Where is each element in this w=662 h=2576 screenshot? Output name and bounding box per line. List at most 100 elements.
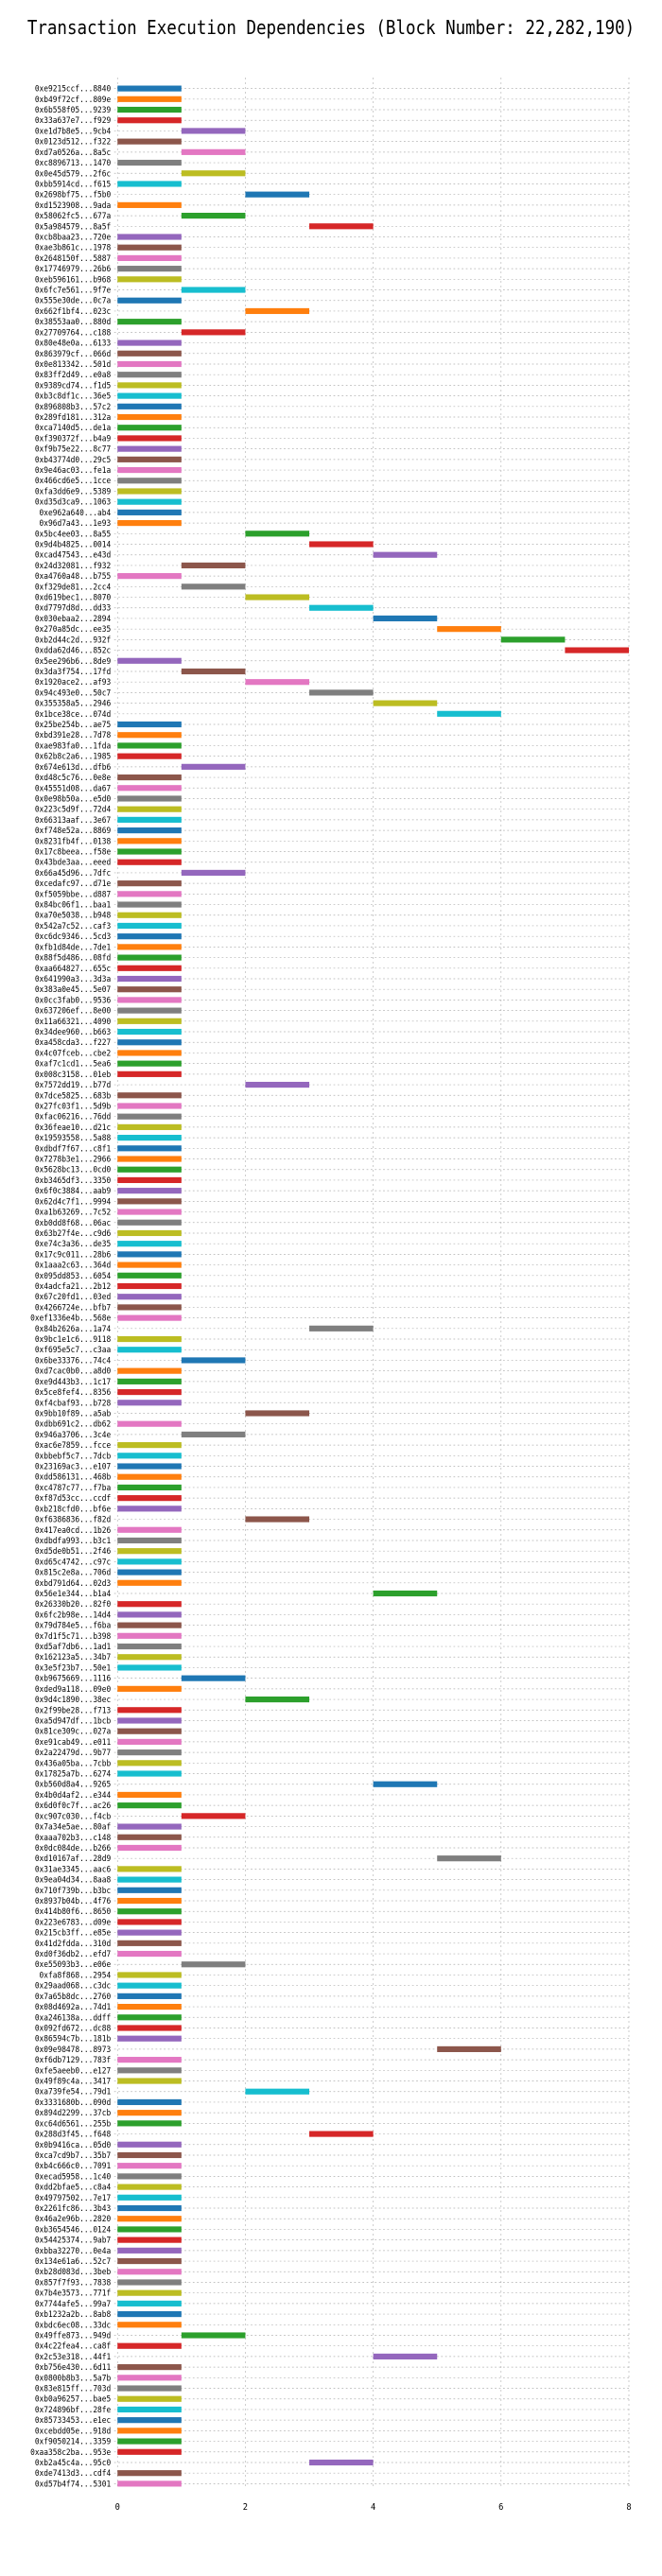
y-tick-label: 0x38553aa0...880d xyxy=(35,317,111,327)
bar xyxy=(117,1241,182,1247)
bar xyxy=(117,1442,182,1449)
y-tick-label: 0xac6e7859...fcce xyxy=(35,1440,111,1451)
y-tick-label: 0xb0dd8f68...06ac xyxy=(35,1217,111,1227)
y-tick-label: 0xeb596161...b968 xyxy=(35,274,111,285)
y-tick-label: 0x7b4e3573...771f xyxy=(35,2288,111,2298)
bar xyxy=(117,816,182,823)
bar xyxy=(117,2110,182,2116)
bar xyxy=(117,2375,182,2381)
bar xyxy=(245,2088,310,2095)
bar xyxy=(117,392,182,399)
bar xyxy=(117,1484,182,1491)
bar xyxy=(117,2311,182,2318)
y-tick-label: 0xb9675669...1116 xyxy=(35,1673,111,1683)
y-tick-label: 0xe74c3a36...de35 xyxy=(35,1239,111,1249)
y-tick-label: 0x34dee960...b663 xyxy=(35,1027,111,1037)
y-tick-label: 0x6be33376...74c4 xyxy=(35,1355,111,1366)
y-tick-label: 0x896808b3...57c2 xyxy=(35,401,111,411)
y-tick-label: 0x0e98b50a...e5d0 xyxy=(35,793,111,804)
bar xyxy=(117,2406,182,2413)
y-tick-label: 0x8937b04b...4f76 xyxy=(35,1895,111,1906)
y-tick-label: 0x7278b3e1...2966 xyxy=(35,1154,111,1164)
bar xyxy=(117,266,182,272)
y-tick-label: 0xef1336e4b...568e xyxy=(30,1313,111,1323)
y-tick-label: 0xb43774d0...29c5 xyxy=(35,454,111,464)
y-tick-label: 0x08d4692a...74d1 xyxy=(35,2002,111,2012)
bar xyxy=(117,1262,182,1268)
y-tick-label: 0x0b9416ca...05d0 xyxy=(35,2139,111,2150)
y-tick-label: 0x008c3158...01eb xyxy=(35,1069,111,1079)
bar xyxy=(117,2237,182,2243)
y-tick-label: 0xa246138a...ddff xyxy=(35,2012,111,2023)
bar xyxy=(181,1961,246,1968)
bar xyxy=(117,244,182,251)
bar xyxy=(117,2322,182,2328)
y-tick-label: 0xd7a0526a...8a5c xyxy=(35,147,111,157)
y-tick-label: 0xd10167af...28d9 xyxy=(35,1854,111,1864)
bar xyxy=(117,1526,182,1533)
bar xyxy=(117,339,182,346)
bar xyxy=(117,2194,182,2201)
bar xyxy=(117,1188,182,1194)
y-tick-label: 0xf4cbaf93...b728 xyxy=(35,1398,111,1408)
y-tick-label: 0x7dce5825...683b xyxy=(35,1090,111,1101)
bar xyxy=(117,2428,182,2434)
bar xyxy=(181,583,246,590)
y-tick-label: 0x5628bc13...0cd0 xyxy=(35,1164,111,1175)
bar xyxy=(117,838,182,844)
bar xyxy=(117,1643,182,1650)
y-tick-label: 0x6fc7e561...9f7e xyxy=(35,285,111,295)
y-tick-label: 0xd5de0b51...2f46 xyxy=(35,1546,111,1557)
y-tick-label: 0x7744afe5...99a7 xyxy=(35,2298,111,2308)
y-tick-label: 0xfa8f868...2954 xyxy=(40,1970,112,1980)
y-tick-label: 0xbb5914cd...f615 xyxy=(35,179,111,189)
y-tick-label: 0xdd586131...468b xyxy=(35,1471,111,1482)
y-tick-label: 0x17c9c011...28b6 xyxy=(35,1249,111,1260)
y-tick-label: 0x79d784e5...f6ba xyxy=(35,1620,111,1630)
bar xyxy=(117,498,182,505)
bar xyxy=(117,1473,182,1480)
bar xyxy=(117,2078,182,2084)
y-axis-labels: 0xe9215ccf...88400xb49f72cf...809e0x6b55… xyxy=(30,83,111,2488)
y-tick-label: 0x62b8c2a6...1985 xyxy=(35,751,111,761)
y-tick-label: 0x6f0c3884...aab9 xyxy=(35,1186,111,1196)
y-tick-label: 0x223e6783...d09e xyxy=(35,1917,111,1927)
y-tick-label: 0xded9a118...09e0 xyxy=(35,1683,111,1694)
y-tick-label: 0x270a85dc...ee35 xyxy=(35,624,111,635)
bar xyxy=(117,997,182,1003)
y-tick-label: 0x0dc084de...b266 xyxy=(35,1842,111,1853)
bar xyxy=(117,1537,182,1544)
bar xyxy=(117,1166,182,1173)
bar xyxy=(117,2003,182,2010)
bar xyxy=(437,626,501,633)
bar xyxy=(117,159,182,166)
bar xyxy=(117,1113,182,1120)
y-tick-label: 0xecad5958...1c40 xyxy=(35,2171,111,2182)
y-tick-label: 0x555e30de...0c7a xyxy=(35,295,111,305)
bar xyxy=(373,1590,438,1597)
y-tick-label: 0x9d4b4825...0014 xyxy=(35,539,111,549)
y-tick-label: 0x43bde3aa...eeed xyxy=(35,857,111,867)
bar xyxy=(117,933,182,940)
y-tick-label: 0x466cd6e5...1cce xyxy=(35,476,111,486)
bar xyxy=(181,763,246,770)
bar xyxy=(117,96,182,102)
bar xyxy=(117,1802,182,1809)
bar xyxy=(117,520,182,527)
bar xyxy=(181,869,246,877)
bar xyxy=(117,1400,182,1406)
bar xyxy=(117,1940,182,1946)
y-tick-label: 0xb3465df3...3350 xyxy=(35,1175,111,1185)
bar xyxy=(117,1092,182,1099)
bar xyxy=(117,1717,182,1724)
bar xyxy=(181,170,246,177)
bar xyxy=(117,1908,182,1915)
y-tick-label: 0x2c53e318...44f1 xyxy=(35,2351,111,2361)
y-tick-label: 0x417ea0cd...1b26 xyxy=(35,1524,111,1535)
y-tick-label: 0xd7797d8d...dd33 xyxy=(35,602,111,613)
y-tick-label: 0x7a65b8dc...2760 xyxy=(35,1991,111,2001)
bar xyxy=(117,425,182,431)
bar xyxy=(117,85,182,92)
bar xyxy=(117,2342,182,2349)
bar xyxy=(309,2131,374,2137)
